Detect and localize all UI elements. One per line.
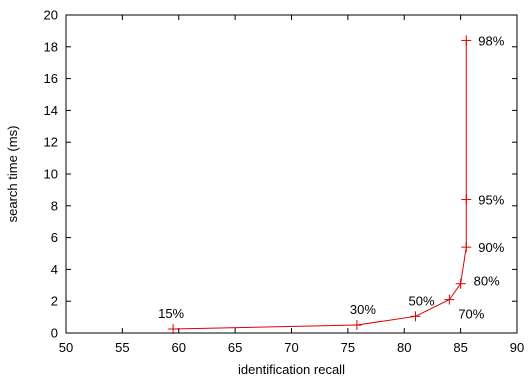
x-tick-label: 50	[59, 340, 73, 355]
plot-frame	[65, 14, 518, 334]
data-point-marker	[444, 294, 455, 305]
y-tick-label: 20	[44, 8, 58, 23]
x-axis-ticks: 50 55 60 65 70 75 80 85 90	[59, 15, 524, 355]
x-tick-label: 80	[397, 340, 411, 355]
data-point-marker	[410, 311, 421, 322]
data-point-label: 80%	[474, 274, 500, 289]
y-tick-label: 18	[44, 39, 58, 54]
x-axis-label: identification recall	[238, 362, 345, 377]
y-tick-label: 16	[44, 71, 58, 86]
x-tick-label: 90	[510, 340, 524, 355]
data-point-marker	[461, 242, 472, 253]
y-tick-label: 4	[51, 262, 58, 277]
point-labels: 15% 30% 50% 70% 80% 90% 95% 98%	[158, 33, 505, 321]
y-axis-ticks: 0 2 4 6 8 10 12 14 16 18 20	[44, 8, 517, 341]
x-tick-label: 65	[228, 340, 242, 355]
data-point-label: 95%	[478, 192, 504, 207]
x-tick-label: 75	[341, 340, 355, 355]
data-point-label: 15%	[158, 306, 184, 321]
y-tick-label: 14	[44, 103, 58, 118]
y-tick-label: 12	[44, 135, 58, 150]
data-point-label: 70%	[458, 307, 484, 322]
series-group	[168, 35, 472, 335]
series-line	[173, 40, 467, 330]
data-point-marker	[168, 324, 179, 335]
data-point-label: 50%	[409, 293, 435, 308]
data-point-marker	[455, 278, 466, 289]
y-tick-label: 10	[44, 167, 58, 182]
x-tick-label: 70	[284, 340, 298, 355]
x-tick-label: 55	[115, 340, 129, 355]
y-tick-label: 0	[51, 326, 58, 341]
y-tick-label: 8	[51, 198, 58, 213]
x-tick-label: 85	[453, 340, 467, 355]
y-tick-label: 6	[51, 230, 58, 245]
x-tick-label: 60	[172, 340, 186, 355]
data-point-marker	[461, 194, 472, 205]
data-point-marker	[351, 320, 362, 331]
y-tick-label: 2	[51, 294, 58, 309]
data-point-label: 90%	[478, 240, 504, 255]
data-point-marker	[461, 35, 472, 46]
y-axis-label: search time (ms)	[5, 126, 20, 223]
data-point-label: 30%	[350, 302, 376, 317]
data-point-label: 98%	[478, 33, 504, 48]
